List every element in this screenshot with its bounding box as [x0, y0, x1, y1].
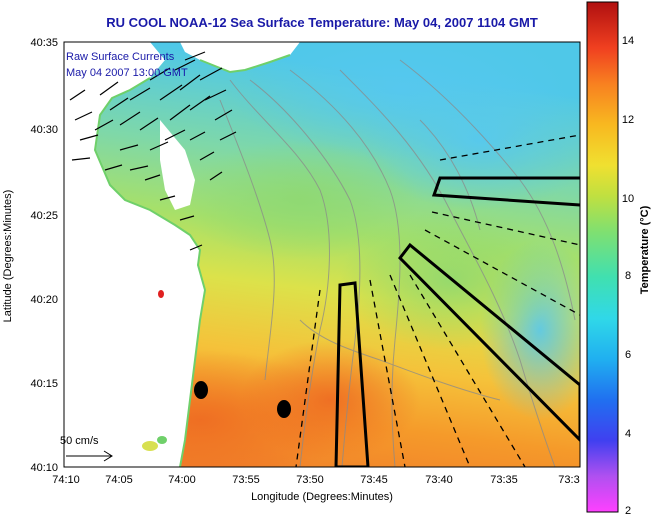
box-east-upper [431, 176, 580, 207]
colorbar-tick: 10 [622, 193, 634, 205]
radial-tracks [295, 134, 580, 467]
raritan-bay-land [150, 262, 195, 300]
colorbar-ramp [586, 1, 619, 513]
green-water-patch [180, 140, 420, 260]
scale-arrow [66, 450, 113, 462]
x-axis: 74:10 74:05 74:00 73:55 73:50 73:45 73:4… [52, 474, 579, 503]
mooring-marker [194, 381, 208, 399]
x-tick-label: 73:45 [360, 474, 388, 486]
colorbar: 14 12 10 8 6 4 2 Temperature (°C) [586, 1, 651, 515]
sampling-boxes [334, 176, 580, 467]
coastline [199, 54, 291, 74]
colorbar-tick: 6 [625, 349, 631, 361]
legend-line-1: Raw Surface Currents [66, 51, 175, 63]
land-new-jersey-coast [64, 42, 205, 467]
warm-water-patch [240, 340, 420, 460]
colorbar-label: Temperature (°C) [639, 205, 651, 294]
y-axis-label: Latitude (Degrees:Minutes) [2, 190, 14, 323]
y-tick-label: 40:35 [30, 37, 58, 49]
legend-line-2: May 04 2007 13:00 GMT [66, 67, 188, 79]
surface-current-vectors [69, 51, 237, 251]
x-axis-label: Longitude (Degrees:Minutes) [251, 491, 393, 503]
x-tick-label: 74:00 [168, 474, 196, 486]
y-axis: 40:35 40:30 40:25 40:20 40:15 40:10 Lati… [2, 37, 58, 474]
x-tick-label: 73:35 [490, 474, 518, 486]
land-long-island [180, 42, 300, 72]
x-tick-label: 73:3 [558, 474, 579, 486]
colorbar-tick: 4 [625, 428, 631, 440]
x-tick-label: 73:40 [425, 474, 453, 486]
bathymetry-contours [219, 59, 576, 467]
box-south [334, 281, 370, 467]
x-tick-label: 73:55 [232, 474, 260, 486]
mooring-marker [277, 400, 291, 418]
coastline [93, 77, 207, 467]
x-tick-label: 74:10 [52, 474, 80, 486]
colorbar-tick: 2 [625, 505, 631, 515]
sandy-hook [160, 120, 195, 210]
x-tick-label: 74:05 [105, 474, 133, 486]
y-tick-label: 40:15 [30, 378, 58, 390]
y-tick-label: 40:30 [30, 124, 58, 136]
box-southeast [398, 242, 580, 443]
x-tick-label: 73:50 [296, 474, 324, 486]
green-water-patch [340, 210, 560, 350]
map-frame [63, 41, 581, 468]
colorbar-tick: 12 [622, 114, 634, 126]
coastal-water-patch [142, 441, 158, 451]
scale-label: 50 cm/s [60, 435, 99, 447]
cool-water-patch [360, 70, 580, 210]
y-tick-label: 40:25 [30, 210, 58, 222]
map-title: RU COOL NOAA-12 Sea Surface Temperature:… [106, 15, 538, 30]
colorbar-tick: 14 [622, 35, 634, 47]
y-tick-label: 40:10 [30, 462, 58, 474]
coastal-water-patch [157, 436, 167, 444]
y-tick-label: 40:20 [30, 294, 58, 306]
map-panel [64, 42, 580, 467]
colorbar-tick: 8 [625, 270, 631, 282]
warm-spot [158, 290, 164, 298]
